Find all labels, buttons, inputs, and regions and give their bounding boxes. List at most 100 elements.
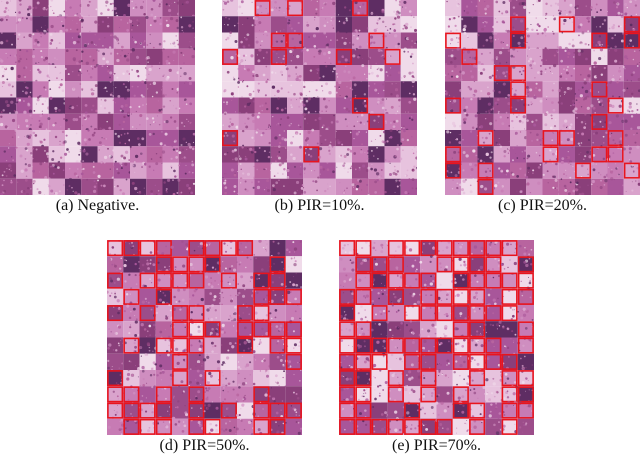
positive-patch (461, 47, 478, 65)
positive-patch (420, 386, 437, 403)
tissue-patch (97, 128, 114, 147)
tissue-patch (48, 96, 67, 114)
tissue-patch (155, 304, 172, 322)
tissue-patch (368, 97, 385, 115)
tissue-patch (220, 305, 237, 323)
tissue-patch (558, 65, 576, 82)
tissue-patch (237, 353, 254, 370)
tissue-patch (287, 178, 304, 195)
positive-patch (204, 418, 221, 435)
tissue-patch (177, 178, 195, 195)
positive-patch (469, 337, 486, 354)
tissue-patch (0, 113, 17, 130)
tissue-patch (253, 256, 271, 273)
positive-patch (387, 288, 404, 305)
tissue-patch (558, 160, 575, 179)
tissue-patch (367, 146, 385, 163)
tissue-patch (461, 178, 478, 195)
tissue-patch (188, 353, 205, 372)
tissue-patch (485, 418, 503, 435)
positive-patch (355, 288, 372, 305)
positive-patch (469, 240, 486, 257)
positive-patch (355, 353, 372, 370)
positive-patch (220, 402, 237, 419)
tissue-patch (235, 386, 254, 404)
tissue-patch (220, 256, 238, 273)
tissue-patch (445, 113, 462, 130)
tissue-patch (113, 178, 130, 195)
tissue-patch (16, 65, 33, 82)
positive-patch (420, 240, 437, 257)
tissue-patch (607, 113, 625, 130)
positive-patch (170, 272, 190, 289)
tissue-patch (575, 16, 592, 33)
tissue-patch (335, 96, 352, 114)
positive-patch (469, 321, 487, 339)
tissue-patch (97, 178, 114, 195)
tissue-patch (367, 178, 385, 195)
tissue-patch (351, 178, 369, 195)
tissue-patch (285, 65, 304, 82)
positive-patch (253, 320, 270, 338)
tissue-patch (352, 47, 369, 65)
tissue-patch (222, 178, 239, 195)
positive-patch (355, 256, 372, 273)
tissue-patch (48, 15, 65, 34)
tissue-patch (419, 402, 437, 419)
positive-patch (501, 240, 518, 257)
tissue-patch (517, 353, 534, 371)
positive-patch (285, 288, 302, 306)
tissue-patch (452, 418, 469, 435)
positive-patch (303, 146, 320, 163)
positive-patch (452, 353, 469, 371)
positive-patch (477, 162, 494, 180)
tissue-patch (526, 178, 543, 195)
tissue-patch (254, 97, 271, 115)
tissue-patch (285, 386, 302, 403)
tissue-patch (500, 256, 518, 273)
tissue-patch (339, 272, 356, 289)
tissue-patch (48, 146, 65, 164)
tissue-patch (130, 65, 147, 82)
tissue-patch (0, 0, 17, 17)
tissue-patch (64, 15, 82, 33)
positive-patch (155, 288, 172, 306)
tissue-patch (161, 145, 179, 163)
tissue-patch (318, 113, 336, 131)
positive-patch (123, 240, 140, 257)
tissue-patch (107, 321, 124, 338)
tissue-patch (270, 97, 287, 114)
positive-patch (284, 353, 302, 370)
tissue-patch (170, 240, 189, 257)
tissue-patch (526, 113, 543, 130)
tissue-patch (123, 353, 140, 371)
positive-patch (155, 256, 172, 273)
positive-patch (468, 304, 486, 322)
tissue-patch (0, 162, 17, 179)
positive-patch (501, 305, 518, 322)
tissue-patch (469, 386, 487, 403)
tissue-patch (319, 16, 336, 33)
tissue-patch (461, 80, 478, 98)
tissue-patch (146, 32, 163, 49)
tissue-patch (178, 32, 195, 49)
tissue-patch (493, 162, 512, 179)
tissue-patch (32, 113, 49, 131)
positive-patch (501, 418, 518, 435)
tissue-patch (146, 81, 163, 98)
positive-patch (138, 272, 156, 289)
positive-patch (371, 336, 388, 354)
tissue-patch (97, 65, 114, 82)
patch-mosaic (107, 240, 302, 435)
tissue-patch (113, 130, 131, 147)
tissue-patch (146, 146, 163, 163)
tissue-patch (16, 113, 34, 131)
tissue-patch (113, 80, 130, 98)
tissue-patch (477, 0, 494, 17)
tissue-patch (269, 240, 286, 258)
tissue-patch (31, 48, 49, 66)
positive-patch (387, 272, 404, 289)
positive-patch (286, 32, 304, 50)
tissue-patch (222, 162, 240, 179)
tissue-patch (558, 32, 575, 51)
